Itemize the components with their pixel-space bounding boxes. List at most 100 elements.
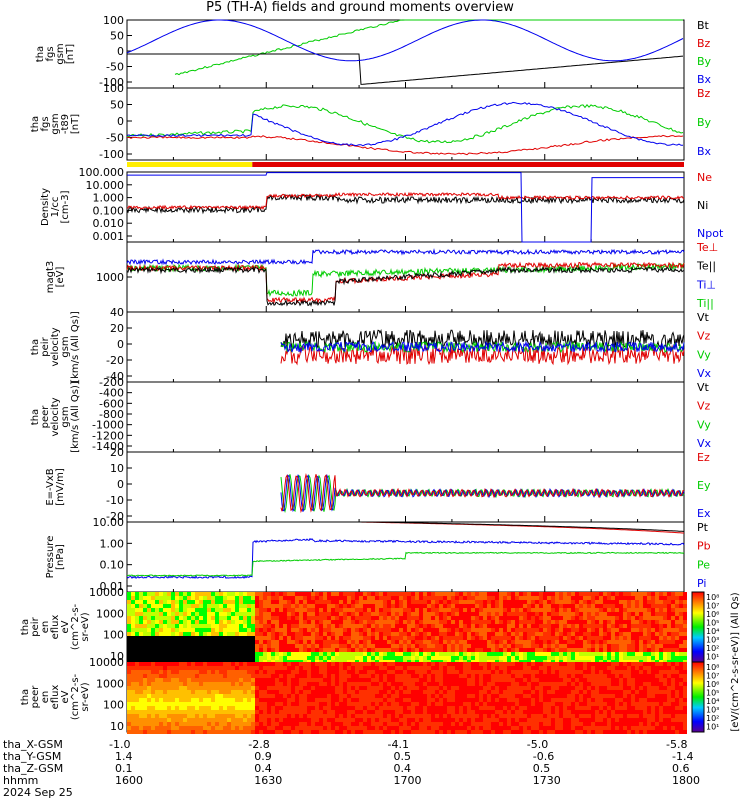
peer-velocity-legend-3: Vx <box>697 437 712 450</box>
peir-spectrogram-ytick: 10 <box>110 650 124 663</box>
footer-row-label: 2024 Sep 25 <box>3 786 73 799</box>
colorbar-tick: 10⁶ <box>706 610 719 619</box>
peir-spectrogram-ylabel: sr-eV) <box>80 612 91 641</box>
pressure-ytick: 10.00 <box>93 516 125 529</box>
peir-spectrogram-ylabel: peir <box>30 616 41 636</box>
peir-spectrogram-ylabel: eV <box>60 620 71 633</box>
efield-ylabel: E=-VxB <box>45 468 56 505</box>
efield-legend-2: Ex <box>697 507 711 520</box>
fgs-By <box>174 19 683 76</box>
density-Ne <box>126 191 685 211</box>
fgs-ylabel: tha <box>35 46 46 62</box>
fgs-legend-2: By <box>697 55 712 68</box>
peer-velocity-ylabel: peer <box>40 405 51 429</box>
footer-col-value: -4.1 <box>387 738 409 751</box>
footer-col-value: -1.4 <box>672 750 694 763</box>
density-legend-0: Ne <box>697 171 712 184</box>
footer-row-label: tha_Z-GSM <box>3 762 64 775</box>
colorbar-tick: 10⁵ <box>706 619 719 628</box>
region-bar-segment-0 <box>127 162 253 167</box>
colorbar-tick: 10⁵ <box>706 689 719 698</box>
fgs-ytick: 100 <box>103 14 124 27</box>
fgs-t89-ytick: 0 <box>117 115 124 128</box>
peer-velocity-frame <box>126 381 685 453</box>
footer-row-label: tha_X-GSM <box>3 738 63 751</box>
footer-col-value: -5.0 <box>526 738 549 751</box>
colorbar-tick: 10⁷ <box>706 602 719 611</box>
fgs-t89-ytick: -100 <box>99 148 124 161</box>
temp-Ti-perp <box>126 248 685 266</box>
fgs-legend-1: Bz <box>697 37 711 50</box>
density-ytick: 10.000 <box>86 179 125 192</box>
colorbar-tick: 10² <box>706 644 719 653</box>
fgs-t89-ylabel: gsm <box>50 113 61 134</box>
efield-ytick: 20 <box>110 446 124 459</box>
footer-col-value: 1.4 <box>115 750 133 763</box>
colorbar-tick: 10⁷ <box>706 672 719 681</box>
footer-col-value: 0.5 <box>393 750 412 763</box>
colorbar-tick: 10¹ <box>706 653 719 662</box>
temperature-legend-2: Ti⊥ <box>696 278 716 291</box>
efield-ytick: -10 <box>106 494 124 507</box>
colorbar-tick: 10⁴ <box>706 697 719 706</box>
footer-row-label: hhmm <box>3 774 39 787</box>
density-ytick: 0.100 <box>93 204 125 217</box>
peer-spectrogram-ylabel: eV <box>60 690 71 703</box>
fgs-t89-ylabel: [nT] <box>70 114 81 134</box>
temp-Te|| <box>126 265 685 307</box>
peer-velocity-legend-0: Vt <box>697 381 710 394</box>
colorbar-tick: 10¹ <box>706 723 719 732</box>
colorbar-tick: 10⁴ <box>706 627 719 636</box>
footer-col-value: 0.4 <box>393 762 412 775</box>
temperature-ylabel: magt3 <box>45 261 56 294</box>
density-legend-1: Ni <box>697 199 708 212</box>
region-bar-segment-1 <box>252 162 684 167</box>
pressure-Pb <box>336 521 685 534</box>
density-ytick: 1.000 <box>93 192 125 205</box>
efield-legend-0: Ez <box>697 451 710 464</box>
footer-col-value: 0.9 <box>254 750 272 763</box>
density-ytick: 0.010 <box>93 217 125 230</box>
fgs-ylabel: gsm <box>55 43 66 64</box>
peer-velocity-ytick: -1200 <box>92 429 124 442</box>
fgs-t89-ytick: -50 <box>106 132 124 145</box>
peir-velocity-ytick: -40 <box>106 370 124 383</box>
peer-velocity-ytick: -200 <box>99 376 124 389</box>
peer-velocity-ylabel: [km/s (All Qs)] <box>70 381 81 453</box>
pressure-legend-2: Pe <box>697 558 710 571</box>
pressure-legend-0: Pt <box>697 521 709 534</box>
fgs-Bx <box>126 19 684 62</box>
peer-spectrogram-ytick: 10000 <box>89 656 124 669</box>
footer-col-value: -5.8 <box>666 738 688 751</box>
peir-spectrogram-ylabel: (cm^2-s- <box>70 603 81 650</box>
footer-col-value: -1.0 <box>109 738 131 751</box>
pressure-Pe <box>126 551 685 577</box>
efield-ytick: 10 <box>110 462 124 475</box>
pressure-Pt <box>336 521 684 532</box>
footer-col-value: 0.4 <box>254 762 272 775</box>
peir-velocity-ylabel: peir <box>40 336 51 356</box>
fgs-ylabel: [nT] <box>65 44 76 64</box>
temperature-legend-1: Te|| <box>696 260 716 273</box>
footer-row-label: tha_Y-GSM <box>3 750 62 763</box>
peer-spectrogram-ytick: 10 <box>110 720 124 733</box>
efield-2 <box>280 473 685 514</box>
footer-col-value: 0.1 <box>115 762 133 775</box>
fgs-t89-ytick: 50 <box>110 99 124 112</box>
peer-spectrogram-cells <box>127 662 687 734</box>
fgs-t89-legend-1: By <box>697 116 712 129</box>
efield-ytick: 0 <box>117 478 124 491</box>
footer-col-value: 1800 <box>672 774 700 787</box>
footer-col-value: 1700 <box>393 774 422 787</box>
peer-velocity-legend-1: Vz <box>697 400 711 413</box>
fgs-ylabel: fgs <box>45 46 56 61</box>
peir-spectrogram-ylabel: eflux <box>50 615 61 640</box>
footer-col-value: 1630 <box>254 774 283 787</box>
fgs-ytick: 0 <box>117 45 124 58</box>
peer-spectrogram-ytick: 100 <box>103 699 124 712</box>
footer-col-value: 1730 <box>532 774 561 787</box>
peir-spectrogram-ytick: 100 <box>103 629 124 642</box>
pressure-ytick: 1.00 <box>100 537 125 550</box>
peir-velocity-ytick: -20 <box>106 354 124 367</box>
